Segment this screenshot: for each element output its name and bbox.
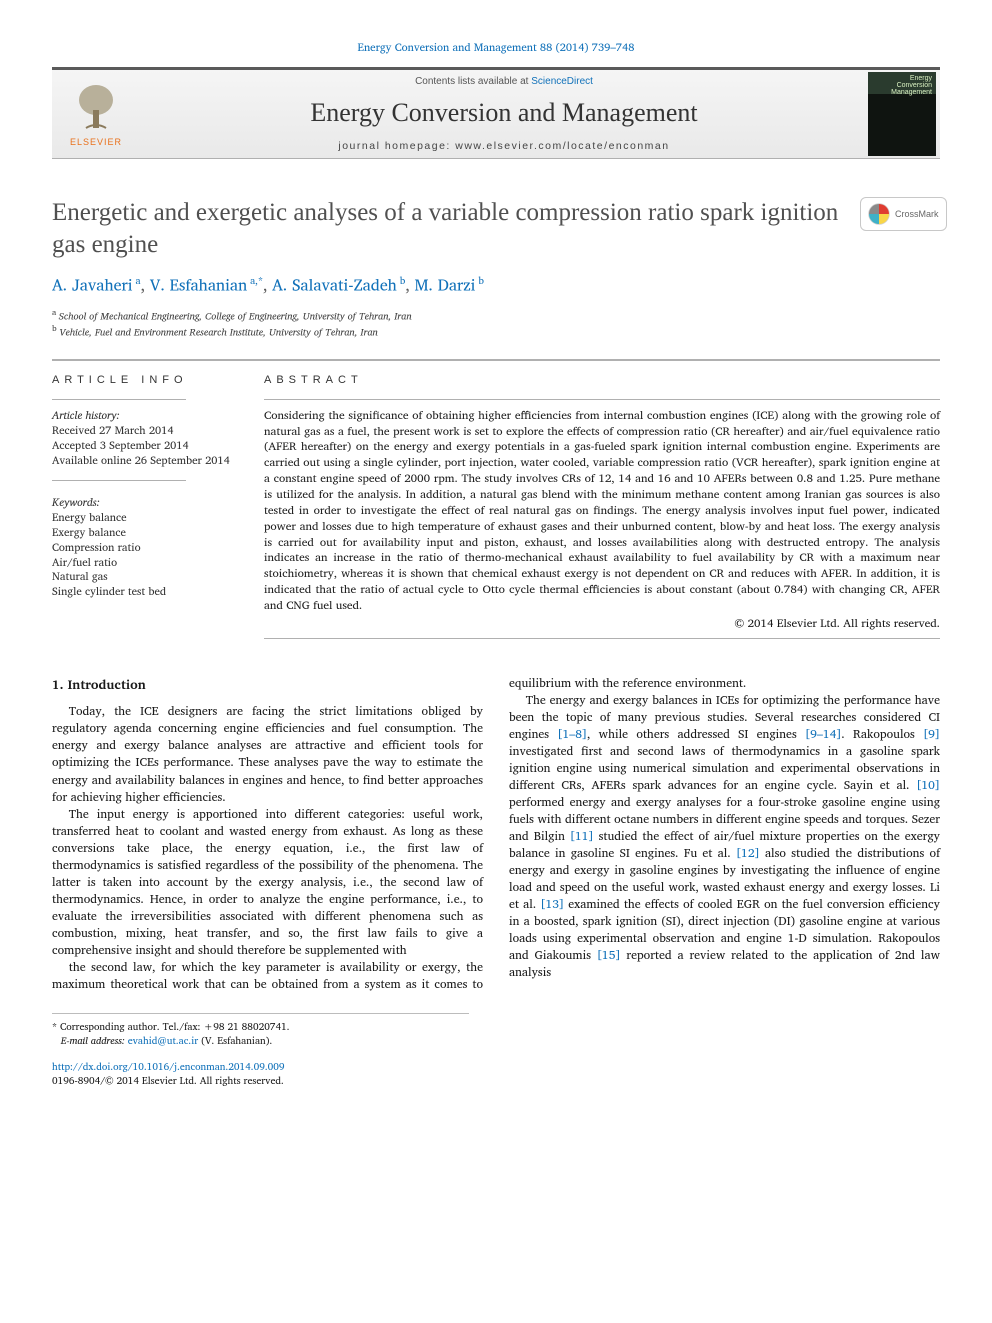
keyword: Single cylinder test bed	[52, 584, 244, 599]
citation-header: Energy Conversion and Management 88 (201…	[52, 40, 940, 55]
doi-block: http://dx.doi.org/10.1016/j.enconman.201…	[52, 1060, 940, 1088]
cover-line1: Energy	[910, 75, 932, 82]
article-info-heading: ARTICLE INFO	[52, 373, 244, 388]
author-affiliation-marker: b	[397, 273, 405, 289]
crossmark-label: CrossMark	[895, 208, 939, 221]
citation-link[interactable]: [1–8]	[557, 725, 587, 744]
abstract-copyright: © 2014 Elsevier Ltd. All rights reserved…	[264, 616, 940, 632]
affiliations: a School of Mechanical Engineering, Coll…	[52, 307, 940, 340]
citation-link[interactable]: [9–14]	[805, 725, 841, 744]
journal-homepage: journal homepage: www.elsevier.com/locat…	[140, 139, 868, 154]
authors-line: A. Javaheri a, V. Esfahanian a,*, A. Sal…	[52, 274, 940, 297]
journal-cover-thumb: Energy Conversion Management	[868, 72, 936, 156]
abstract-text: Considering the significance of obtainin…	[264, 408, 940, 614]
affiliation-line: a School of Mechanical Engineering, Coll…	[52, 307, 940, 323]
journal-header-bar: ELSEVIER Contents lists available at Sci…	[52, 67, 940, 159]
author-link[interactable]: A. Salavati-Zadeh	[272, 272, 397, 298]
citation-link[interactable]: [9]	[923, 725, 940, 744]
article-info-column: ARTICLE INFO Article history: Received 2…	[52, 360, 264, 639]
affiliation-line: b Vehicle, Fuel and Environment Research…	[52, 323, 940, 339]
citation-link[interactable]: [15]	[597, 946, 621, 965]
author-affiliation-marker: a	[133, 273, 141, 289]
author-link[interactable]: M. Darzi	[415, 272, 476, 298]
info-abstract-row: ARTICLE INFO Article history: Received 2…	[52, 360, 940, 639]
corr-email[interactable]: evahid@ut.ac.ir	[128, 1033, 198, 1049]
elsevier-label: ELSEVIER	[52, 136, 140, 149]
author-affiliation-marker: b	[475, 273, 483, 289]
online-date: Available online 26 September 2014	[52, 453, 244, 468]
cover-line2: Conversion	[897, 82, 932, 89]
email-person: (V. Esfahanian).	[201, 1033, 272, 1049]
intro-heading: 1. Introduction	[52, 675, 483, 693]
author-affiliation-marker: a,*	[247, 273, 263, 289]
email-label: E-mail address:	[61, 1033, 125, 1049]
crossmark-icon	[868, 203, 890, 225]
citation-link[interactable]: Energy Conversion and Management 88 (201…	[358, 38, 635, 56]
citation-link[interactable]: [10]	[916, 776, 940, 795]
citation-link[interactable]: [11]	[570, 827, 594, 846]
abstract-column: ABSTRACT Considering the significance of…	[264, 360, 940, 639]
contents-prefix: Contents lists available at	[415, 76, 531, 87]
body-paragraph: The input energy is apportioned into dif…	[52, 806, 483, 959]
issn-line: 0196-8904/© 2014 Elsevier Ltd. All right…	[52, 1073, 284, 1089]
crossmark[interactable]: CrossMark	[860, 197, 940, 231]
citation-link[interactable]: [13]	[540, 895, 564, 914]
author-link[interactable]: A. Javaheri	[52, 272, 133, 298]
journal-name: Energy Conversion and Management	[140, 95, 868, 131]
elsevier-tree-icon	[71, 80, 121, 136]
elsevier-logo: ELSEVIER	[52, 80, 140, 149]
cover-line3: Management	[891, 89, 932, 96]
body-columns: 1. Introduction Today, the ICE designers…	[52, 675, 940, 993]
author-link[interactable]: V. Esfahanian	[150, 272, 247, 298]
contents-line: Contents lists available at ScienceDirec…	[140, 75, 868, 89]
article-title: Energetic and exergetic analyses of a va…	[52, 197, 848, 260]
body-paragraph: Today, the ICE designers are facing the …	[52, 703, 483, 805]
abstract-heading: ABSTRACT	[264, 373, 940, 388]
sciencedirect-link[interactable]: ScienceDirect	[531, 76, 593, 87]
corresponding-footer: * Corresponding author. Tel./fax: +98 21…	[52, 1013, 469, 1048]
body-paragraph: The energy and exergy balances in ICEs f…	[509, 692, 940, 982]
corr-marker: *	[52, 1019, 57, 1035]
citation-link[interactable]: [12]	[736, 844, 760, 863]
header-middle: Contents lists available at ScienceDirec…	[140, 75, 868, 154]
